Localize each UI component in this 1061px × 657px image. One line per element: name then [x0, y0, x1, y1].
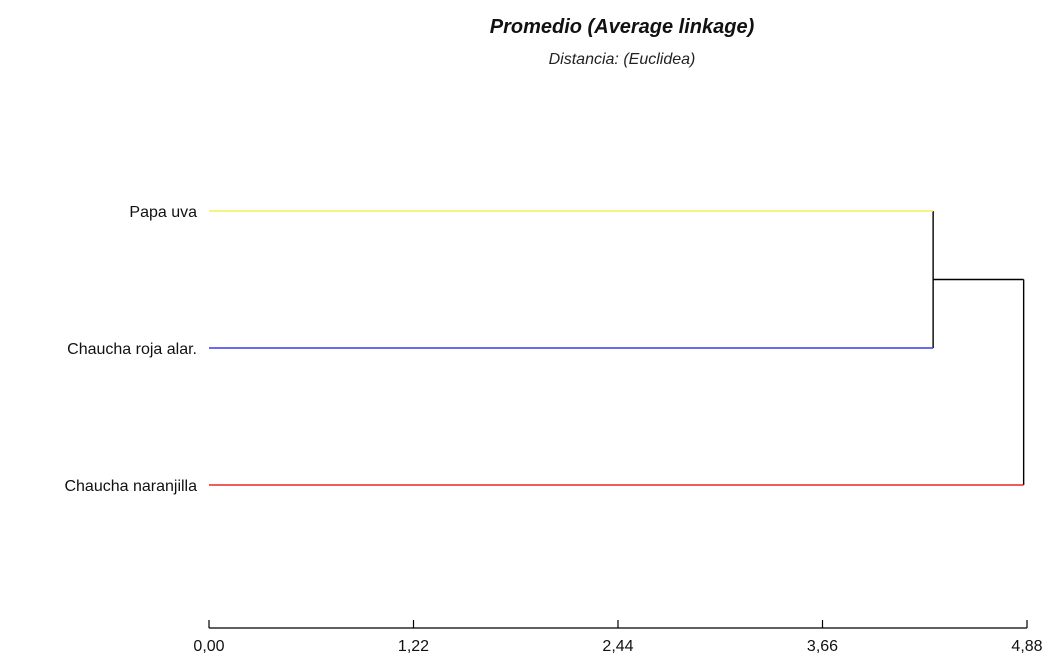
leaf-label: Chaucha naranjilla: [64, 478, 197, 495]
leaf-label: Chaucha roja alar.: [67, 341, 197, 358]
x-tick-label: 3,66: [807, 638, 838, 655]
leaf-label: Papa uva: [129, 204, 197, 221]
x-tick-label: 4,88: [1011, 638, 1042, 655]
x-tick-label: 2,44: [602, 638, 633, 655]
chart-subtitle: Distancia: (Euclidea): [549, 51, 696, 68]
dendrogram-links: [932, 211, 1025, 485]
x-tick-label: 1,22: [398, 638, 429, 655]
x-axis: 0,00 1,22 2,44 3,66 4,88: [193, 620, 1043, 655]
leaf-group: Papa uva Chaucha roja alar. Chaucha naranj…: [64, 204, 1024, 495]
chart-title: Promedio (Average linkage): [490, 16, 755, 38]
x-tick-label: 0,00: [193, 638, 224, 655]
